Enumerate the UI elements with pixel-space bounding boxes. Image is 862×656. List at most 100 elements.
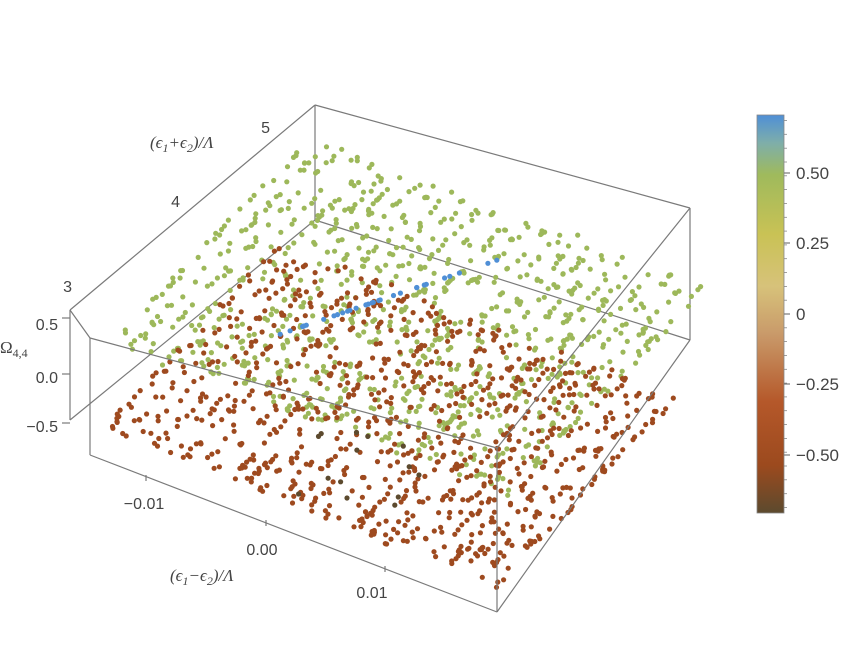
scatter-point-upper-branch <box>525 332 532 338</box>
scatter-point-upper-branch <box>372 317 378 323</box>
scatter-point-upper-branch <box>601 386 608 392</box>
scatter-point-lower-branch <box>491 497 497 503</box>
scatter-point-lower-branch <box>609 461 615 467</box>
scatter-point-upper-branch <box>666 273 672 279</box>
scatter-point-lower-branch <box>401 383 407 389</box>
scatter-point-lower-branch <box>401 296 407 302</box>
scatter-point-upper-branch <box>253 211 259 217</box>
scatter-point-upper-branch <box>291 217 297 223</box>
scatter-point-lower-branch <box>232 353 238 359</box>
scatter-point-low-values <box>406 464 412 470</box>
scatter-point-lower-branch <box>540 413 546 419</box>
scatter-point-lower-branch <box>511 446 517 452</box>
scatter-point-lower-branch <box>150 373 156 379</box>
colorbar-gradient <box>756 114 785 514</box>
scatter-point-upper-branch <box>180 294 186 300</box>
scatter-point-lower-branch <box>557 491 563 497</box>
scatter-point-upper-branch <box>374 197 380 203</box>
scatter-point-upper-branch <box>128 341 134 347</box>
scatter-point-upper-branch <box>432 295 439 301</box>
scatter-point-lower-branch <box>193 441 199 447</box>
scatter-point-lower-branch <box>123 433 129 439</box>
scatter-point-upper-branch <box>455 409 461 415</box>
scatter-point-upper-branch <box>263 207 269 213</box>
scatter-point-lower-branch <box>267 258 273 264</box>
scatter-point-lower-branch <box>558 349 565 355</box>
scatter-point-upper-branch <box>406 189 412 195</box>
scatter-point-lower-branch <box>591 366 597 372</box>
scatter-point-upper-branch <box>580 317 586 323</box>
scatter-point-upper-branch <box>166 354 172 360</box>
scatter-point-lower-branch <box>409 529 415 535</box>
scatter-point-upper-branch <box>591 290 597 296</box>
scatter-point-lower-branch <box>479 523 485 529</box>
scatter-point-lower-branch <box>344 465 350 471</box>
scatter-point-lower-branch <box>445 338 451 344</box>
scatter-point-lower-branch <box>194 416 200 422</box>
scatter-point-lower-branch <box>478 459 484 465</box>
scatter-point-lower-branch <box>422 535 429 542</box>
scatter-point-lower-branch <box>406 469 412 475</box>
scatter-point-upper-branch <box>246 332 252 339</box>
scatter-point-upper-branch <box>368 188 374 194</box>
scatter-point-lower-branch <box>607 373 613 379</box>
scatter-point-upper-branch <box>360 235 366 241</box>
scatter-point-lower-branch <box>414 526 421 532</box>
scatter-point-lower-branch <box>259 329 265 335</box>
scatter-point-low-values <box>296 491 302 497</box>
scatter-point-upper-branch <box>344 252 350 258</box>
scatter-point-lower-branch <box>501 553 507 559</box>
scatter-point-lower-branch <box>344 290 351 296</box>
scatter-point-lower-branch <box>410 310 416 316</box>
scatter-point-lower-branch <box>447 360 453 366</box>
scatter-point-upper-branch <box>356 179 362 186</box>
scatter-point-lower-branch <box>438 440 444 446</box>
scatter-point-lower-branch <box>328 323 334 329</box>
scatter-point-lower-branch <box>401 452 407 458</box>
scatter-point-lower-branch <box>556 382 563 388</box>
scatter-point-upper-branch <box>397 175 403 181</box>
scatter-point-upper-branch <box>648 336 654 342</box>
scatter-point-upper-branch <box>408 236 414 242</box>
scatter-point-lower-branch <box>207 411 213 417</box>
scatter-point-upper-branch <box>444 392 450 398</box>
scatter-point-upper-branch <box>242 363 248 369</box>
scatter-point-upper-branch <box>419 396 425 402</box>
scatter-point-lower-branch <box>391 526 397 533</box>
scatter-point-lower-branch <box>377 499 383 505</box>
scatter-point-lower-branch <box>377 340 383 346</box>
scatter-point-upper-branch <box>448 366 454 372</box>
scatter-point-lower-branch <box>382 476 388 482</box>
scatter-point-upper-branch <box>315 168 321 175</box>
scatter-point-lower-branch <box>432 327 438 333</box>
scatter-point-lower-branch <box>175 416 181 423</box>
scatter-point-lower-branch <box>294 455 300 461</box>
scatter-point-lower-branch <box>522 415 528 421</box>
scatter-point-upper-branch <box>277 207 283 214</box>
scatter-point-upper-branch <box>318 187 324 193</box>
scatter-point-upper-branch <box>388 226 394 232</box>
scatter-point-lower-branch <box>591 386 597 392</box>
scatter-point-lower-branch <box>226 408 233 414</box>
scatter-point-lower-branch <box>405 517 411 523</box>
scatter-point-upper-branch <box>443 237 449 243</box>
scatter-point-lower-branch <box>536 376 542 383</box>
scatter-point-upper-branch <box>471 452 477 458</box>
scatter-point-lower-branch <box>493 439 499 445</box>
scatter-point-upper-branch <box>698 284 704 290</box>
scatter-point-upper-branch <box>368 405 374 411</box>
scatter-point-upper-branch <box>220 313 226 319</box>
scatter-point-lower-branch <box>336 515 342 521</box>
scatter-point-lower-branch <box>297 293 303 299</box>
scatter-point-lower-branch <box>602 393 608 399</box>
scatter-point-upper-branch <box>416 289 422 295</box>
scatter-point-lower-branch <box>273 453 279 459</box>
scatter-point-upper-branch <box>204 240 210 246</box>
scatter-point-upper-branch <box>378 176 384 182</box>
scatter-point-lower-branch <box>351 524 357 530</box>
scatter-point-lower-branch <box>296 287 302 293</box>
scatter-point-upper-branch <box>546 241 552 247</box>
scatter-point-upper-branch <box>150 341 156 347</box>
scatter-point-lower-branch <box>507 455 513 462</box>
scatter-point-upper-branch <box>402 219 408 225</box>
